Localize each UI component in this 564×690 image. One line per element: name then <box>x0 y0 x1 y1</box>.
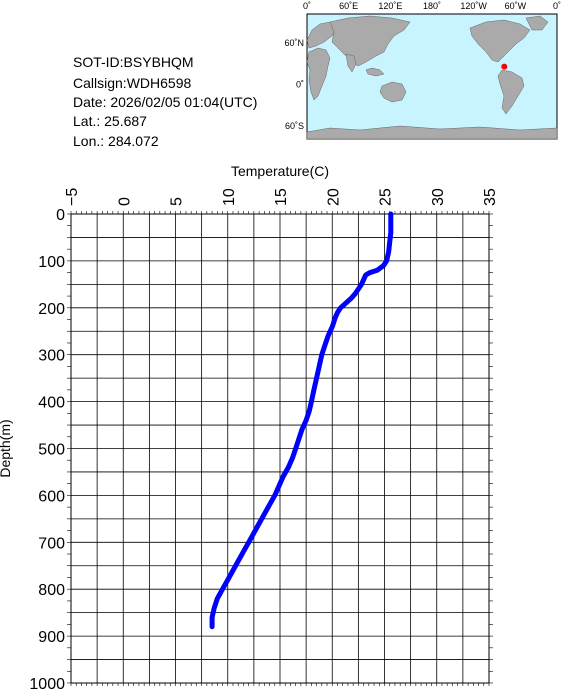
y-tick-label: 200 <box>38 301 65 318</box>
x-tick-label: 25 <box>378 188 395 206</box>
map-lat-labels: 60˚N 0˚ 60˚S <box>284 38 304 131</box>
y-tick-label: 100 <box>38 254 65 271</box>
y-tick-labels: 0 100 200 300 400 500 600 700 800 900 1000 <box>29 207 65 690</box>
lat-text: Lat.: 25.687 <box>73 113 147 129</box>
land-africa-europe <box>306 47 331 101</box>
map-lon-label: 0˚ <box>553 1 561 11</box>
location-marker <box>501 63 508 70</box>
y-tick-label: 300 <box>38 348 65 365</box>
info-block: SOT-ID:BSYBHQM Callsign:WDH6598 Date: 20… <box>73 54 257 149</box>
y-tick-label: 700 <box>38 535 65 552</box>
x-tick-labels: −5 0 5 10 15 20 25 30 35 <box>64 188 499 206</box>
plot-frame <box>70 213 490 684</box>
y-tick-label: 400 <box>38 395 65 412</box>
y-tick-label: 1000 <box>29 676 65 690</box>
land-greenland <box>525 15 549 31</box>
land-antarctica <box>306 125 558 140</box>
x-tick-label: 30 <box>430 188 447 206</box>
map-lat-label: 0˚ <box>296 80 304 90</box>
y-tick-label: 600 <box>38 488 65 505</box>
land-sea-islands <box>365 67 385 77</box>
world-map: 0˚ 60˚E 120˚E 180˚ 120˚W 60˚W 0˚ 60˚N 0˚ 60˚S <box>284 1 561 140</box>
map-lat-label: 60˚N <box>284 38 304 48</box>
map-lat-label: 60˚S <box>285 121 304 131</box>
temperature-depth-chart: −5 0 5 10 15 20 25 30 35 01002003004005006007008… <box>0 163 499 690</box>
x-tick-label: 20 <box>325 188 342 206</box>
land-south-america <box>497 69 525 115</box>
x-axis-label: Temperature(C) <box>231 163 329 179</box>
map-lon-label: 0˚ <box>303 1 311 11</box>
land-asia <box>329 15 411 67</box>
x-tick-label: 15 <box>273 188 290 206</box>
map-lon-labels: 0˚ 60˚E 120˚E 180˚ 120˚W 60˚W 0˚ <box>303 1 561 11</box>
map-lon-label: 120˚E <box>378 1 402 11</box>
x-tick-label: 5 <box>169 197 186 206</box>
temperature-profile-line <box>209 211 394 630</box>
y-tick-label: 500 <box>38 442 65 459</box>
callsign-text: Callsign:WDH6598 <box>73 75 191 91</box>
map-lon-label: 60˚E <box>339 1 358 11</box>
land-australia <box>379 81 407 103</box>
x-tick-label: 10 <box>221 188 238 206</box>
land-india <box>345 53 357 73</box>
x-tick-label: 35 <box>482 188 499 206</box>
y-tick-label: 0 <box>56 207 65 224</box>
date-text: Date: 2026/02/05 01:04(UTC) <box>73 94 257 110</box>
x-tick-label: 0 <box>116 197 133 206</box>
y-tick-label: 800 <box>38 582 65 599</box>
land-north-america <box>469 19 531 63</box>
map-lon-label: 120˚W <box>460 1 487 11</box>
x-tick-label: −5 <box>64 188 81 206</box>
lon-text: Lon.: 284.072 <box>73 133 159 149</box>
map-lon-label: 60˚W <box>505 1 527 11</box>
y-tick-label: 900 <box>38 629 65 646</box>
y-axis-label: Depth(m) <box>0 419 13 477</box>
grid-horizontal <box>71 213 489 684</box>
map-lon-label: 180˚ <box>423 1 441 11</box>
map-land <box>306 15 558 140</box>
sot-id-text: SOT-ID:BSYBHQM <box>73 54 194 70</box>
